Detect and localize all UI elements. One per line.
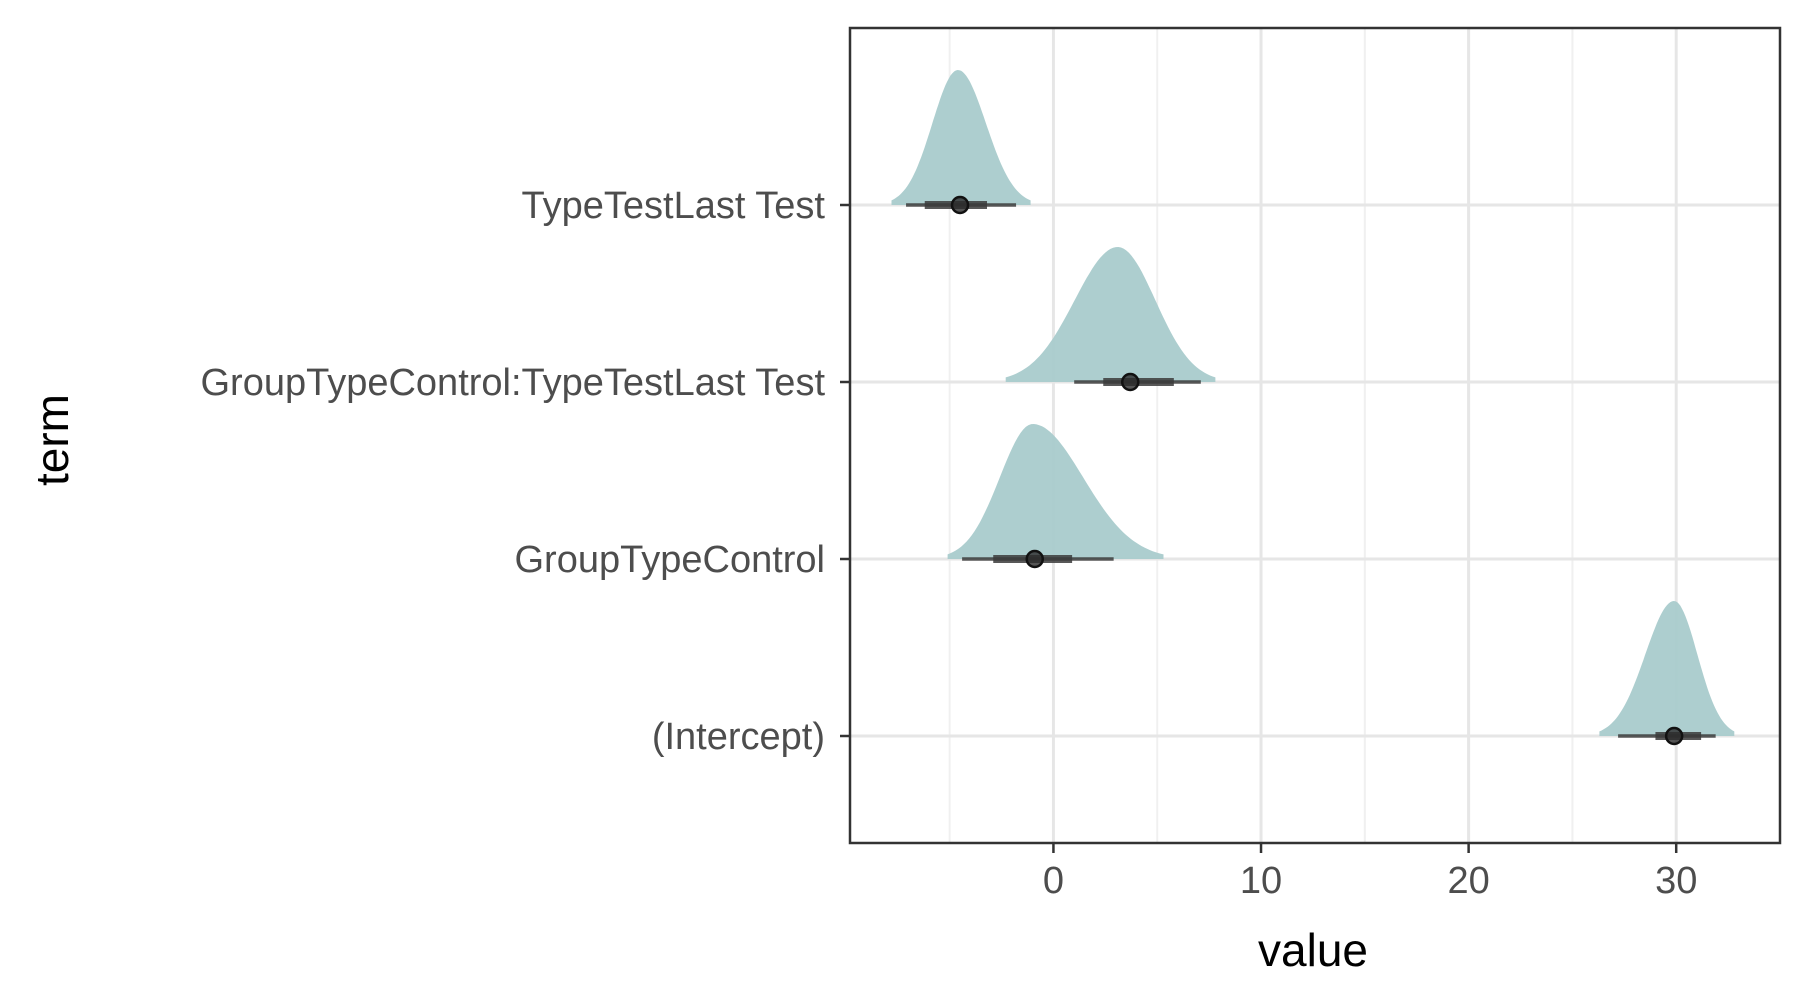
x-tick-label: 20 (1447, 860, 1489, 902)
density-2 (947, 424, 1164, 559)
panel-border (848, 26, 1782, 845)
median-point-3 (1664, 726, 1684, 746)
y-tick-label: TypeTestLast Test (522, 185, 826, 227)
density-3 (1599, 601, 1735, 736)
y-tick-label: GroupTypeControl (515, 539, 826, 581)
density-0 (891, 70, 1031, 205)
y-axis-title: term (26, 394, 78, 486)
y-axis: TypeTestLast Test GroupTypeControl:TypeTe… (200, 185, 850, 758)
x-tick-label: 0 (1043, 860, 1064, 902)
x-axis-title: value (1258, 924, 1368, 976)
median-point-1 (1120, 372, 1140, 392)
y-tick-label: GroupTypeControl:TypeTestLast Test (200, 362, 825, 404)
y-tick-label: (Intercept) (652, 716, 825, 758)
x-axis: 0 10 20 30 (1043, 843, 1697, 902)
median-point-2 (1025, 549, 1045, 569)
plot-area (848, 26, 1782, 845)
x-tick-label: 10 (1240, 860, 1282, 902)
density-1 (1005, 247, 1216, 382)
x-tick-label: 30 (1655, 860, 1697, 902)
median-point-0 (950, 195, 970, 215)
